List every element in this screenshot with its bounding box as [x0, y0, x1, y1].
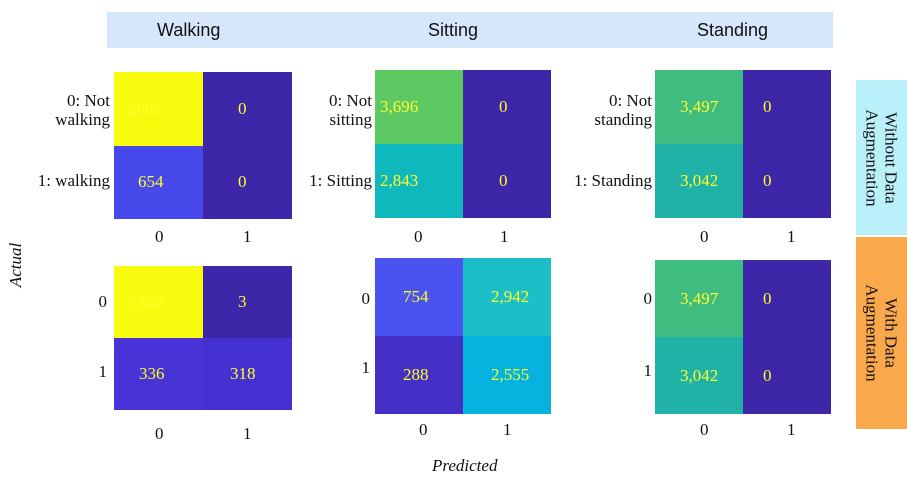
- cell-value: 0: [763, 97, 772, 116]
- cell-value: 336: [139, 364, 165, 383]
- cell-value: 2,843: [380, 171, 419, 190]
- x-tick-label: 1: [500, 227, 509, 246]
- x-tick-label: 1: [243, 227, 252, 246]
- cell-value: 3: [238, 292, 247, 311]
- matrix-cell: 3,696: [375, 70, 463, 144]
- matrix-cell: 0: [203, 72, 292, 146]
- side-label-bottom-line2: Augmentation: [862, 284, 882, 382]
- matrix-cell: 0: [463, 70, 551, 144]
- row-label: 1: [98, 362, 108, 381]
- row-label: 1: [643, 361, 653, 380]
- side-label-with-augmentation: With Data Augmentation: [856, 237, 907, 429]
- x-tick-label: 0: [414, 227, 423, 246]
- side-label-without-augmentation: Without Data Augmentation: [856, 80, 907, 235]
- x-tick-label: 1: [787, 420, 796, 439]
- matrix-cell: 2,555: [463, 336, 551, 414]
- cell-value: 3,497: [680, 97, 719, 116]
- cell-value: 3,696: [380, 97, 419, 116]
- matrix-cell: 5,882: [114, 266, 203, 338]
- side-label-top-line1: Without Data: [881, 111, 901, 204]
- matrix-cell: 0: [743, 70, 831, 144]
- column-title-standing: Standing: [697, 20, 769, 40]
- matrix-cell: 754: [375, 258, 463, 336]
- column-title-walking: Walking: [157, 20, 221, 40]
- confusion-matrix-walking-with-aug: 5,882 3 336 318: [114, 266, 292, 410]
- matrix-cell: 3: [203, 266, 292, 338]
- row-label: 0: [361, 289, 371, 308]
- x-tick-label: 1: [503, 420, 512, 439]
- confusion-matrix-sitting-without-aug: 3,696 0 2,843 0: [375, 70, 551, 218]
- cell-value: 0: [763, 288, 772, 308]
- row-label: 1: [361, 358, 371, 377]
- cell-value: 654: [138, 172, 164, 192]
- matrix-cell: 0: [743, 337, 831, 414]
- cell-value: 0: [763, 365, 772, 385]
- matrix-cell: 0: [743, 260, 831, 337]
- matrix-cell: 3,497: [655, 70, 743, 144]
- confusion-matrix-standing-with-aug: 3,497 0 3,042 0: [655, 260, 831, 414]
- side-label-top-line2: Augmentation: [862, 108, 882, 207]
- cell-value: 0: [238, 172, 247, 192]
- cell-value: 2,942: [491, 287, 530, 306]
- cell-value: 288: [403, 365, 429, 384]
- cell-value: 754: [403, 287, 429, 306]
- row-label: 0: Not sitting: [329, 91, 372, 129]
- cell-value: 0: [499, 171, 508, 190]
- x-tick-label: 0: [155, 424, 164, 443]
- matrix-cell: 3,497: [655, 260, 743, 337]
- cell-value: 0: [238, 98, 247, 118]
- matrix-cell: 336: [114, 338, 203, 410]
- x-tick-label: 1: [787, 227, 796, 246]
- row-label: 1: Standing: [574, 171, 652, 190]
- cell-value: 5,882: [127, 292, 166, 311]
- x-tick-label: 1: [243, 424, 252, 443]
- cell-value: 0: [763, 171, 772, 190]
- matrix-cell: 654: [114, 145, 203, 219]
- matrix-cell: 288: [375, 336, 463, 414]
- matrix-cell: 5,885: [114, 72, 203, 146]
- matrix-cell: 0: [463, 144, 551, 218]
- column-title-sitting: Sitting: [428, 20, 479, 40]
- cell-value: 3,497: [680, 288, 719, 308]
- header-band: [107, 12, 833, 48]
- x-tick-label: 0: [419, 420, 428, 439]
- matrix-cell: 318: [203, 338, 292, 410]
- confusion-matrix-standing-without-aug: 3,497 0 3,042 0: [655, 70, 831, 218]
- row-label: 1: Sitting: [309, 171, 372, 190]
- matrix-cell: 3,042: [655, 144, 743, 218]
- x-tick-label: 0: [700, 227, 709, 246]
- matrix-cell: 0: [743, 144, 831, 218]
- side-label-bottom-line1: With Data: [881, 298, 901, 368]
- cell-value: 3,042: [680, 171, 719, 190]
- confusion-matrix-walking-without-aug: 5,885 0 654 0: [114, 72, 292, 219]
- cell-value: 0: [499, 97, 508, 116]
- x-tick-label: 0: [700, 420, 709, 439]
- matrix-cell: 2,942: [463, 258, 551, 336]
- row-label: 0: Not walking: [55, 91, 110, 129]
- row-label: 1: walking: [37, 171, 110, 190]
- row-label: 0: Not standing: [594, 91, 652, 129]
- cell-value: 5,885: [124, 98, 163, 118]
- x-tick-label: 0: [155, 227, 164, 246]
- cell-value: 2,555: [491, 365, 530, 384]
- confusion-matrix-sitting-with-aug: 754 2,942 288 2,555: [375, 258, 551, 414]
- x-axis-title: Predicted: [432, 456, 498, 475]
- row-label: 0: [643, 289, 653, 308]
- row-label: 0: [98, 292, 108, 311]
- cell-value: 318: [230, 364, 256, 383]
- matrix-cell: 3,042: [655, 337, 743, 414]
- cell-value: 3,042: [680, 365, 719, 385]
- matrix-cell: 2,843: [375, 144, 463, 218]
- matrix-cell: 0: [203, 145, 292, 219]
- y-axis-title: Actual: [6, 242, 26, 288]
